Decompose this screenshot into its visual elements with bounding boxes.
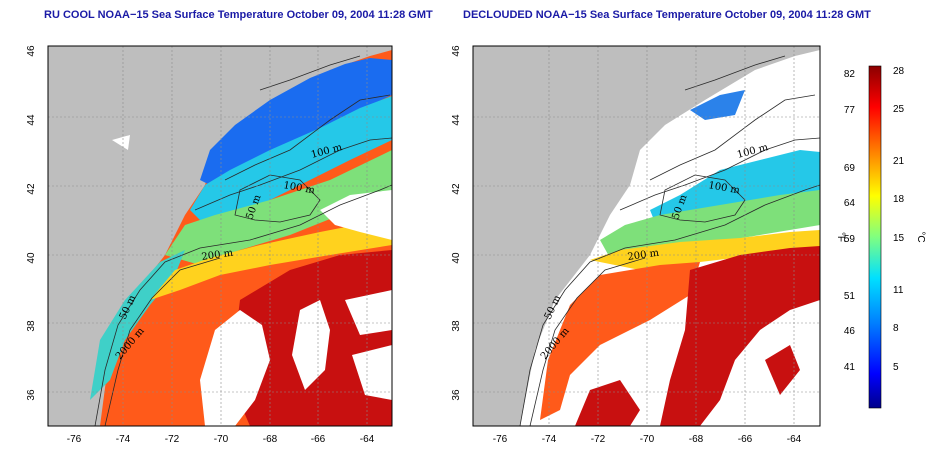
fahrenheit-label: °F xyxy=(835,232,846,242)
gulf-stream-region xyxy=(540,262,700,420)
lon-tick: -72 xyxy=(165,434,180,445)
f-tick: 69 xyxy=(844,163,856,174)
f-tick: 46 xyxy=(844,326,856,337)
cloud-cover xyxy=(292,300,330,390)
lat-tick: 40 xyxy=(26,252,37,264)
front-region xyxy=(590,230,820,270)
lon-tick: -70 xyxy=(214,434,229,445)
lon-tick: -72 xyxy=(591,434,606,445)
f-tick: 41 xyxy=(844,362,856,373)
colorbar-gradient xyxy=(868,65,882,409)
cloud-cover xyxy=(352,345,392,400)
lon-tick: -76 xyxy=(493,434,508,445)
cloud-cover xyxy=(320,190,392,240)
temperature-colorbar: 82 77 69 64 59 51 46 41 °F 28 25 21 18 1… xyxy=(835,65,926,409)
lon-tick: -74 xyxy=(542,434,557,445)
cloud-cover xyxy=(200,310,270,426)
latitude-axis: 36 38 40 42 44 46 xyxy=(451,45,462,401)
bathymetry-contours xyxy=(94,55,392,426)
gulf-stream-region xyxy=(765,345,800,395)
lon-tick: -66 xyxy=(738,434,753,445)
fahrenheit-scale: 82 77 69 64 59 51 46 41 °F xyxy=(835,69,855,373)
c-tick: 8 xyxy=(893,323,899,334)
lat-tick: 44 xyxy=(26,114,37,126)
f-tick: 51 xyxy=(844,291,856,302)
latitude-axis: 36 38 40 42 44 46 xyxy=(26,45,37,401)
map-frame xyxy=(47,45,393,427)
c-tick: 18 xyxy=(893,194,905,205)
c-tick: 11 xyxy=(893,285,904,296)
contour-label: 200 m xyxy=(627,248,660,263)
left-map-title: RU COOL NOAA−15 Sea Surface Temperature … xyxy=(44,9,433,21)
f-tick: 59 xyxy=(844,234,856,245)
gulf-stream-region xyxy=(660,246,820,426)
lat-tick: 36 xyxy=(451,389,462,401)
front-region xyxy=(150,218,392,300)
cool-water-region xyxy=(190,96,392,230)
cloud-cover xyxy=(345,290,392,335)
f-tick: 64 xyxy=(844,198,856,209)
lon-tick: -68 xyxy=(263,434,278,445)
c-tick: 25 xyxy=(893,104,905,115)
c-tick: 15 xyxy=(893,233,905,244)
longitude-axis: -76 -74 -72 -70 -68 -66 -64 xyxy=(67,434,375,445)
temperate-water-region xyxy=(165,150,392,265)
map-frame xyxy=(472,45,821,427)
right-map-title: DECLOUDED NOAA−15 Sea Surface Temperatur… xyxy=(463,9,871,21)
f-tick: 77 xyxy=(844,105,856,116)
lat-tick: 42 xyxy=(26,183,37,195)
celsius-label: °C xyxy=(915,231,926,242)
lat-tick: 38 xyxy=(451,320,462,332)
lat-tick: 46 xyxy=(451,45,462,57)
lat-tick: 42 xyxy=(451,183,462,195)
right-map-panel: 100 m 100 m 50 m 200 m 50 m 2000 m 36 38… xyxy=(451,45,821,445)
contour-label: 200 m xyxy=(201,248,234,263)
c-tick: 28 xyxy=(893,66,905,77)
lon-tick: -74 xyxy=(116,434,131,445)
left-map-panel: 100 m 100 m 50 m 200 m 50 m 2000 m 36 38… xyxy=(26,45,393,445)
lat-tick: 40 xyxy=(451,252,462,264)
f-tick: 82 xyxy=(844,69,856,80)
longitude-axis: -76 -74 -72 -70 -68 -66 -64 xyxy=(493,434,802,445)
celsius-scale: 28 25 21 18 15 11 8 5 °C xyxy=(893,66,926,373)
c-tick: 21 xyxy=(893,156,905,167)
c-tick: 5 xyxy=(893,362,899,373)
lat-tick: 38 xyxy=(26,320,37,332)
cold-water-region xyxy=(200,58,392,190)
lon-tick: -66 xyxy=(311,434,326,445)
lat-tick: 36 xyxy=(26,389,37,401)
lat-tick: 44 xyxy=(451,114,462,126)
map-grid xyxy=(48,46,392,426)
lon-tick: -64 xyxy=(787,434,802,445)
lon-tick: -76 xyxy=(67,434,82,445)
lon-tick: -70 xyxy=(640,434,655,445)
temperate-water-region xyxy=(600,190,820,258)
gulf-stream-region xyxy=(575,380,640,426)
map-grid xyxy=(473,46,820,426)
lon-tick: -68 xyxy=(689,434,704,445)
lat-tick: 46 xyxy=(26,45,37,57)
cloud-cover xyxy=(112,135,130,150)
lon-tick: -64 xyxy=(360,434,375,445)
cold-water-region xyxy=(690,90,745,120)
